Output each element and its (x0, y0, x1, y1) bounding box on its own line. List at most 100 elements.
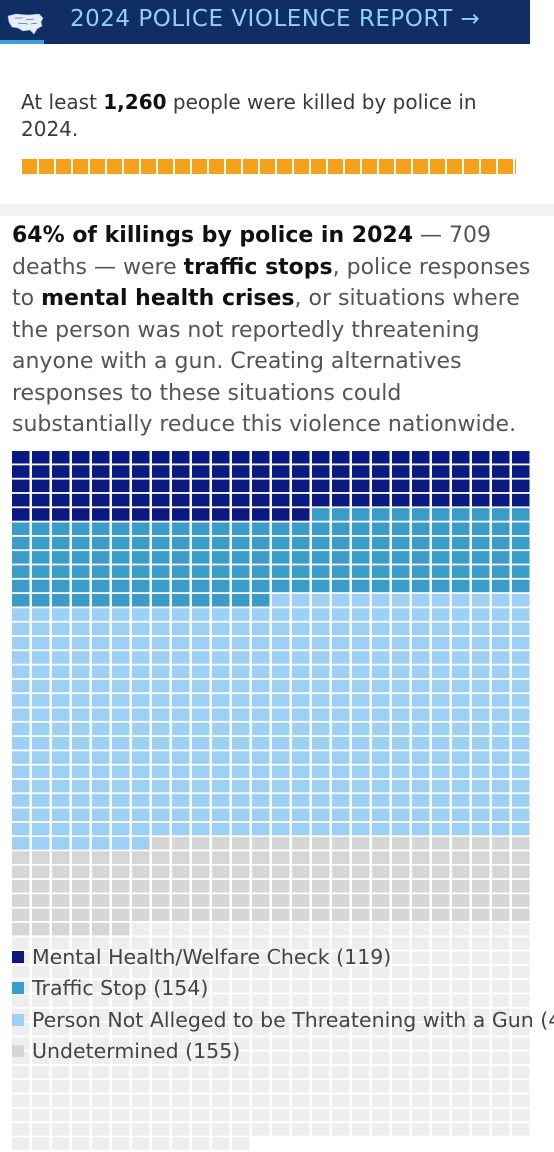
waffle-cell-undetermined (192, 837, 210, 850)
waffle-cell-remaining (452, 1065, 470, 1079)
waffle-cell-traffic-stop (212, 579, 230, 593)
waffle-cell-person-not-alleged-to-be-threatening-with-a-gun (72, 679, 90, 693)
waffle-cell-remaining (492, 1080, 510, 1093)
waffle-cell-remaining (512, 994, 530, 1007)
waffle-cell-person-not-alleged-to-be-threatening-with-a-gun (352, 594, 370, 607)
waffle-cell-remaining (492, 1094, 510, 1107)
waffle-cell-person-not-alleged-to-be-threatening-with-a-gun (292, 594, 310, 607)
waffle-cell-undetermined (172, 880, 190, 893)
waffle-cell-undetermined (512, 865, 530, 879)
waffle-cell-person-not-alleged-to-be-threatening-with-a-gun (272, 737, 290, 750)
waffle-cell-remaining (392, 1080, 410, 1093)
waffle-cell-remaining (452, 1094, 470, 1107)
waffle-cell-person-not-alleged-to-be-threatening-with-a-gun (252, 694, 270, 707)
waffle-cell-mental-health-welfare-check (112, 465, 130, 478)
waffle-cell-remaining (512, 965, 530, 979)
waffle-cell-person-not-alleged-to-be-threatening-with-a-gun (252, 708, 270, 721)
waffle-cell-remaining (292, 994, 310, 1007)
waffle-cell-mental-health-welfare-check (32, 508, 50, 521)
waffle-cell-person-not-alleged-to-be-threatening-with-a-gun (392, 765, 410, 779)
waffle-cell-person-not-alleged-to-be-threatening-with-a-gun (492, 608, 510, 621)
waffle-cell-undetermined (372, 865, 390, 879)
waffle-cell-remaining (92, 1023, 110, 1036)
waffle-cell-remaining (312, 1065, 330, 1079)
legend-item-traffic-stop: Traffic Stop (154) (12, 973, 554, 1005)
waffle-cell-remaining (212, 994, 230, 1007)
waffle-cell-person-not-alleged-to-be-threatening-with-a-gun (292, 808, 310, 821)
waffle-cell-person-not-alleged-to-be-threatening-with-a-gun (412, 779, 430, 793)
waffle-cell-remaining (332, 965, 350, 979)
waffle-cell-person-not-alleged-to-be-threatening-with-a-gun (112, 665, 130, 678)
waffle-cell-traffic-stop (312, 522, 330, 535)
waffle-cell-remaining (152, 980, 170, 993)
waffle-cell-remaining (32, 937, 50, 950)
waffle-cell-traffic-stop (52, 594, 70, 607)
waffle-cell-mental-health-welfare-check (12, 465, 30, 478)
waffle-cell-mental-health-welfare-check (372, 465, 390, 478)
waffle-cell-person-not-alleged-to-be-threatening-with-a-gun (472, 808, 490, 821)
waffle-cell-remaining (372, 1023, 390, 1036)
waffle-cell-person-not-alleged-to-be-threatening-with-a-gun (252, 622, 270, 636)
waffle-cell-remaining (252, 1051, 270, 1065)
waffle-cell-person-not-alleged-to-be-threatening-with-a-gun (392, 608, 410, 621)
waffle-cell-traffic-stop (412, 536, 430, 550)
waffle-cell-remaining (332, 1123, 350, 1136)
waffle-cell-remaining (232, 951, 250, 964)
waffle-cell-remaining (292, 1023, 310, 1036)
waffle-cell-person-not-alleged-to-be-threatening-with-a-gun (132, 751, 150, 764)
waffle-cell-remaining (12, 965, 30, 979)
waffle-cell-mental-health-welfare-check (92, 508, 110, 521)
waffle-cell-person-not-alleged-to-be-threatening-with-a-gun (332, 794, 350, 807)
waffle-cell-undetermined (392, 880, 410, 893)
waffle-cell-remaining (32, 1008, 50, 1022)
waffle-cell-remaining (212, 922, 230, 936)
waffle-cell-undetermined (12, 894, 30, 907)
waffle-cell-mental-health-welfare-check (152, 451, 170, 464)
waffle-cell-traffic-stop (52, 536, 70, 550)
waffle-cell-person-not-alleged-to-be-threatening-with-a-gun (292, 608, 310, 621)
waffle-cell-remaining (372, 1080, 390, 1093)
waffle-cell-mental-health-welfare-check (332, 493, 350, 507)
waffle-cell-remaining (12, 1023, 30, 1036)
waffle-cell-mental-health-welfare-check (172, 508, 190, 521)
waffle-cell-person-not-alleged-to-be-threatening-with-a-gun (392, 808, 410, 821)
waffle-cell-undetermined (192, 851, 210, 864)
report-header[interactable]: 2024 POLICE VIOLENCE REPORT → (0, 0, 530, 44)
waffle-cell-remaining (492, 1051, 510, 1065)
waffle-cell-traffic-stop (172, 551, 190, 564)
waffle-cell-mental-health-welfare-check (32, 479, 50, 493)
waffle-cell-remaining (252, 1108, 270, 1122)
waffle-cell-remaining (512, 1108, 530, 1122)
waffle-cell-person-not-alleged-to-be-threatening-with-a-gun (152, 622, 170, 636)
waffle-cell-traffic-stop (332, 565, 350, 578)
waffle-cell-remaining (232, 980, 250, 993)
waffle-cell-person-not-alleged-to-be-threatening-with-a-gun (72, 665, 90, 678)
waffle-cell-remaining (32, 1037, 50, 1050)
waffle-cell-person-not-alleged-to-be-threatening-with-a-gun (512, 651, 530, 664)
waffle-cell-person-not-alleged-to-be-threatening-with-a-gun (352, 651, 370, 664)
legend-label-not-threatening: Person Not Alleged to be Threatening wit… (32, 1007, 554, 1032)
waffle-cell-remaining (352, 951, 370, 964)
waffle-cell-undetermined (352, 865, 370, 879)
waffle-cell-traffic-stop (72, 536, 90, 550)
waffle-cell-remaining (232, 922, 250, 936)
waffle-cell-person-not-alleged-to-be-threatening-with-a-gun (472, 751, 490, 764)
waffle-cell-person-not-alleged-to-be-threatening-with-a-gun (452, 665, 470, 678)
waffle-cell-person-not-alleged-to-be-threatening-with-a-gun (352, 636, 370, 650)
waffle-cell-person-not-alleged-to-be-threatening-with-a-gun (452, 751, 470, 764)
waffle-cell-person-not-alleged-to-be-threatening-with-a-gun (252, 822, 270, 836)
waffle-cell-person-not-alleged-to-be-threatening-with-a-gun (192, 636, 210, 650)
waffle-cell-person-not-alleged-to-be-threatening-with-a-gun (52, 708, 70, 721)
report-title[interactable]: 2024 POLICE VIOLENCE REPORT → (70, 6, 481, 32)
waffle-cell-person-not-alleged-to-be-threatening-with-a-gun (32, 837, 50, 850)
waffle-cell-mental-health-welfare-check (132, 493, 150, 507)
waffle-cell-traffic-stop (252, 579, 270, 593)
waffle-cell-remaining (112, 1008, 130, 1022)
waffle-cell-person-not-alleged-to-be-threatening-with-a-gun (92, 694, 110, 707)
waffle-cell-person-not-alleged-to-be-threatening-with-a-gun (332, 694, 350, 707)
waffle-cell-undetermined (192, 865, 210, 879)
waffle-cell-traffic-stop (512, 536, 530, 550)
waffle-cell-person-not-alleged-to-be-threatening-with-a-gun (72, 808, 90, 821)
waffle-cell-person-not-alleged-to-be-threatening-with-a-gun (72, 722, 90, 736)
waffle-cell-person-not-alleged-to-be-threatening-with-a-gun (332, 636, 350, 650)
